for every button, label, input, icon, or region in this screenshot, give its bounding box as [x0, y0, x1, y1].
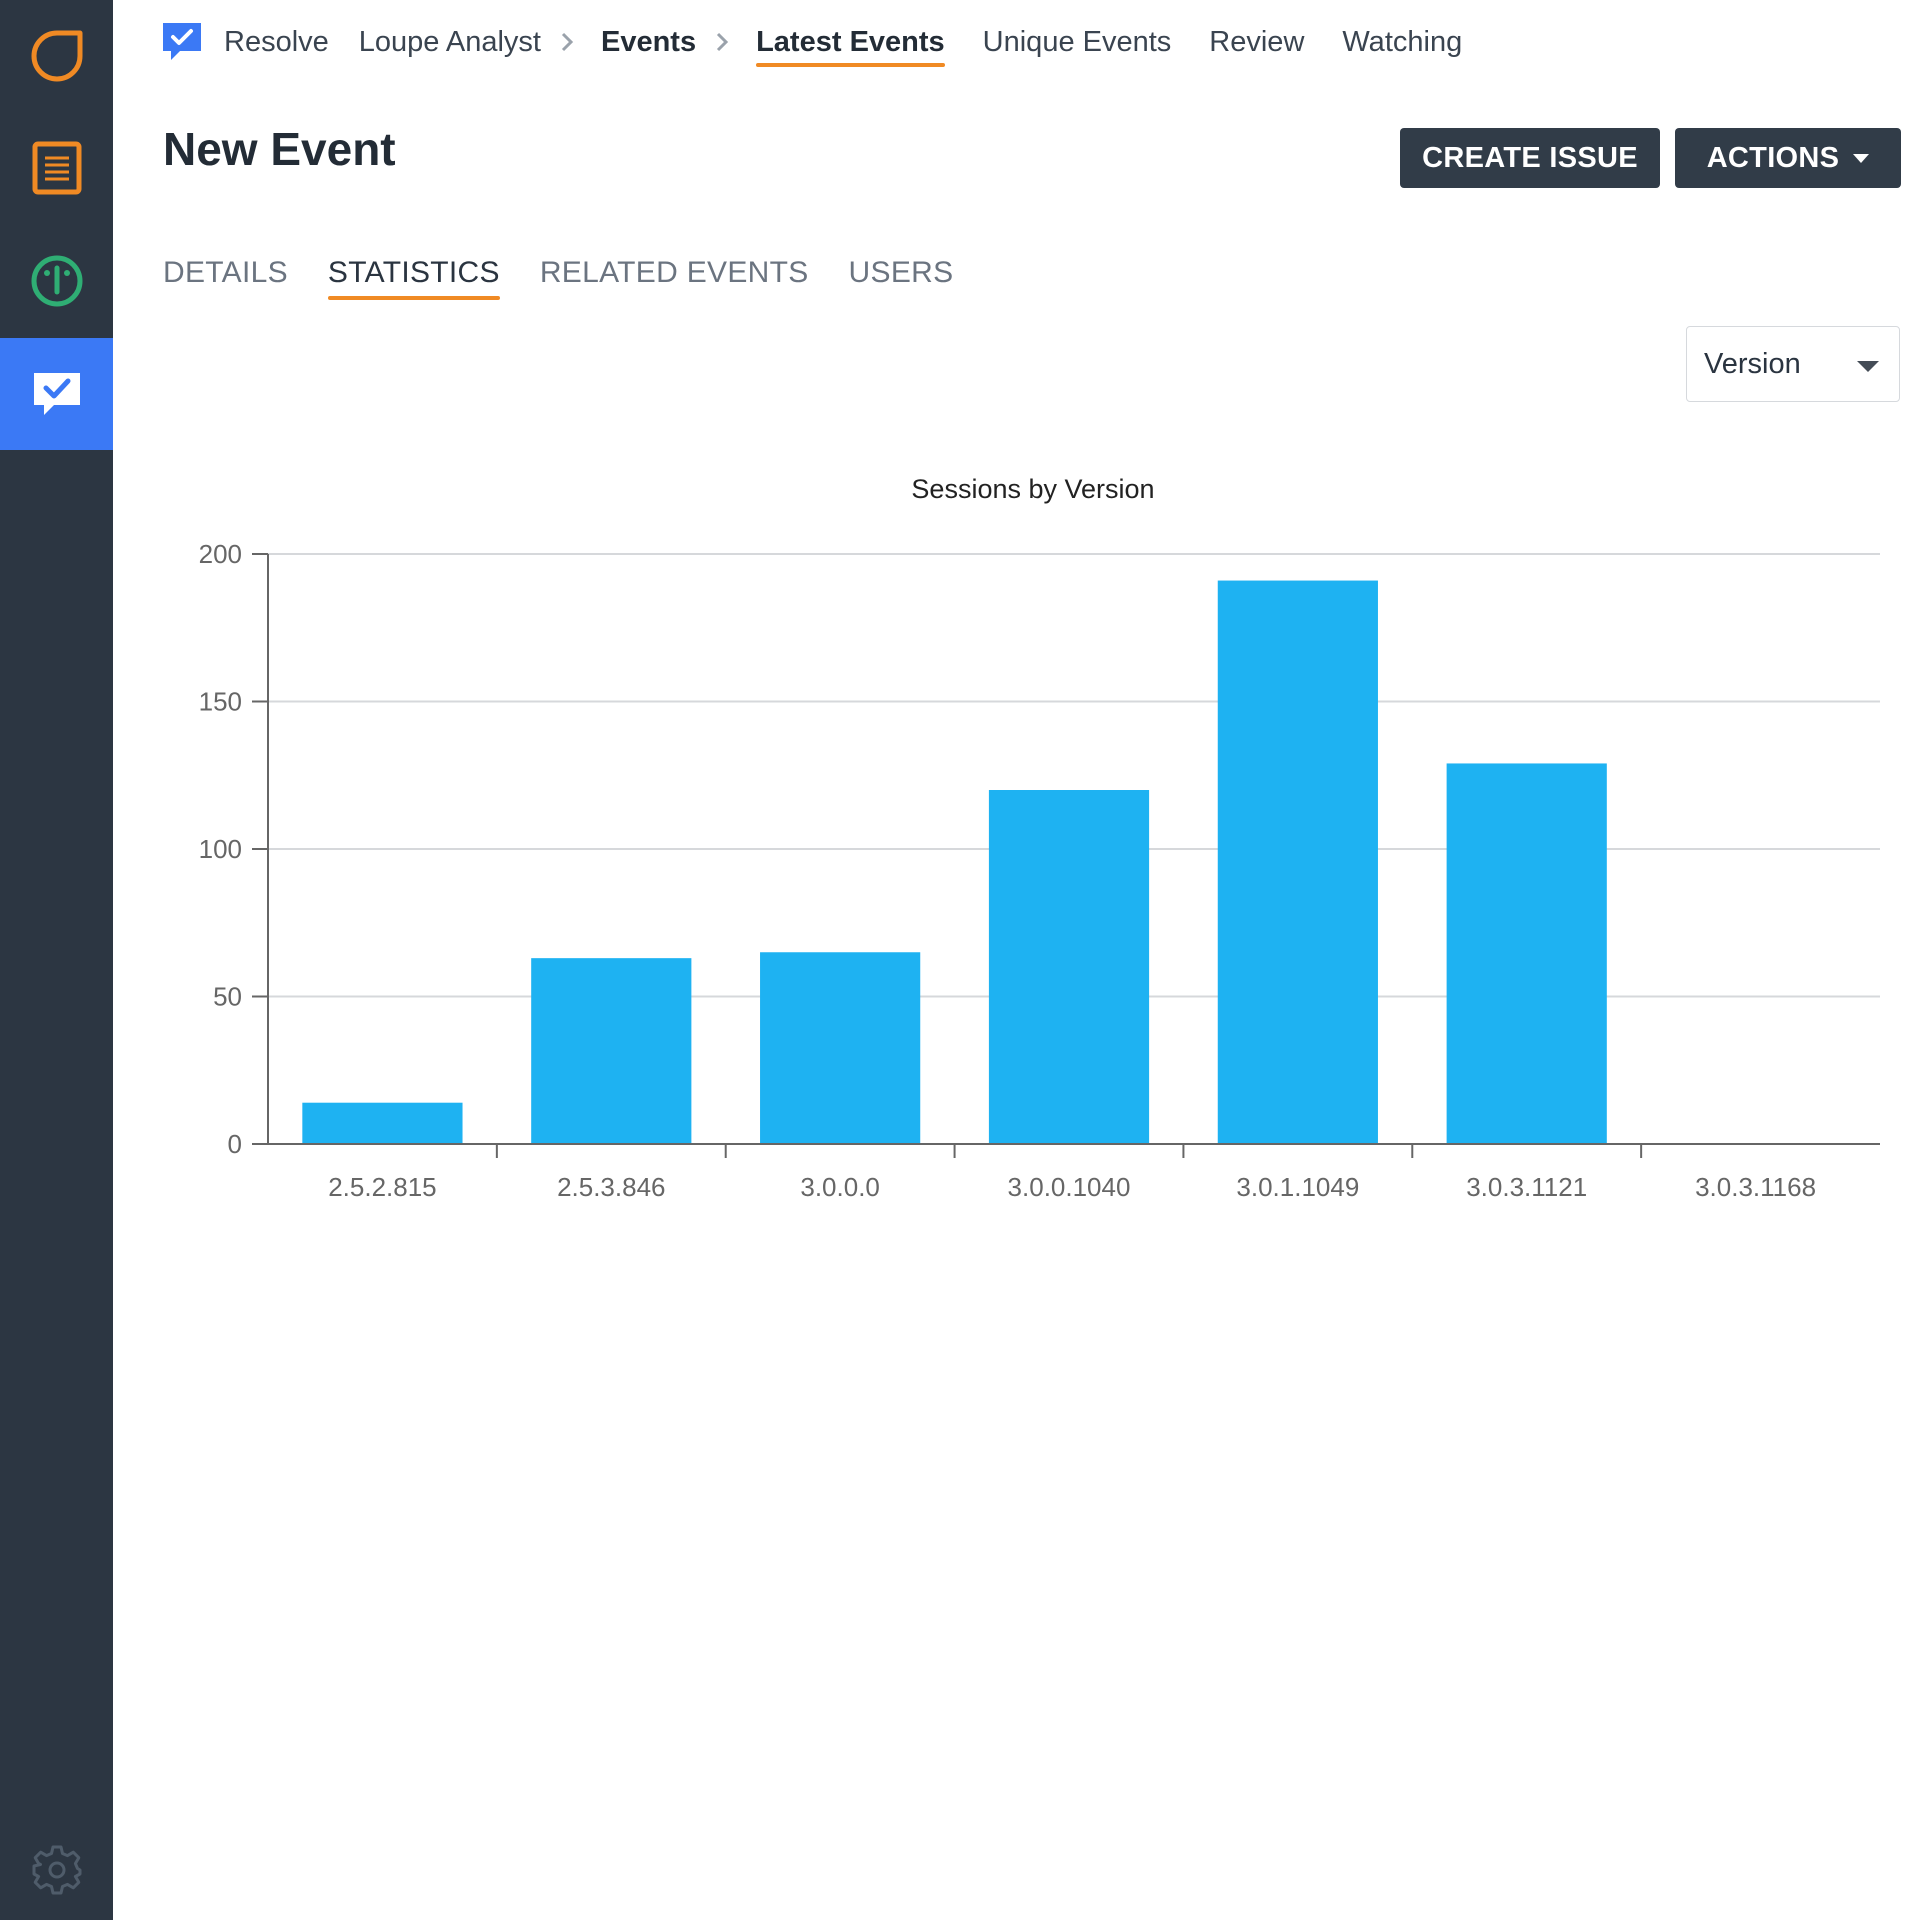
- app-rail: [0, 0, 113, 1920]
- rail-item-resolve[interactable]: [0, 338, 113, 450]
- group-by-select-value: Version: [1704, 347, 1801, 380]
- event-tabs: DETAILS STATISTICS RELATED EVENTS USERS: [163, 256, 993, 300]
- tab-users[interactable]: USERS: [848, 256, 954, 289]
- app-name-link[interactable]: Resolve: [224, 25, 329, 58]
- chart-bars: [302, 580, 1607, 1144]
- bar-2.5.2.815[interactable]: [302, 1102, 463, 1144]
- y-tick-label: 50: [213, 982, 242, 1012]
- bar-2.5.3.846[interactable]: [531, 958, 692, 1144]
- bar-3.0.0.0[interactable]: [760, 952, 921, 1144]
- tab-statistics[interactable]: STATISTICS: [327, 256, 500, 300]
- nav-link-latest-events[interactable]: Latest Events: [756, 20, 945, 67]
- nav-link-unique-events[interactable]: Unique Events: [982, 25, 1172, 58]
- x-tick-label: 2.5.3.846: [557, 1172, 665, 1202]
- chart-title: Sessions by Version: [911, 474, 1154, 504]
- rail-item-documents[interactable]: [0, 112, 113, 224]
- actions-button[interactable]: ACTIONS: [1675, 128, 1901, 188]
- tab-details[interactable]: DETAILS: [163, 256, 288, 289]
- rail-item-ring[interactable]: [0, 0, 113, 112]
- chevron-right-icon: [559, 30, 575, 54]
- y-tick-label: 100: [199, 834, 242, 864]
- project-link[interactable]: Loupe Analyst: [358, 25, 541, 58]
- chat-check-icon: [163, 23, 201, 60]
- nav-link-watching[interactable]: Watching: [1342, 25, 1463, 58]
- x-tick-label: 3.0.3.1121: [1466, 1172, 1587, 1202]
- page-title: New Event: [163, 123, 396, 175]
- chevron-right-icon: [714, 30, 730, 54]
- gauge-icon: [31, 255, 82, 307]
- y-tick-label: 200: [199, 539, 242, 569]
- tab-related-events[interactable]: RELATED EVENTS: [539, 256, 809, 289]
- x-tick-label: 3.0.0.0: [800, 1172, 880, 1202]
- nav-link-review[interactable]: Review: [1209, 25, 1305, 58]
- ring-icon: [31, 30, 82, 82]
- gear-icon: [32, 1845, 81, 1895]
- y-tick-label: 0: [228, 1129, 242, 1159]
- create-issue-button[interactable]: CREATE ISSUE: [1400, 128, 1660, 188]
- resolve-logo[interactable]: [160, 20, 204, 64]
- bar-3.0.0.1040[interactable]: [988, 790, 1150, 1144]
- chart-axes: [252, 553, 1880, 1158]
- sessions-bar-chart: Sessions by Version 0 50 100 150 200 2.5.2.8…: [199, 474, 1880, 1202]
- section-link-events[interactable]: Events: [600, 25, 697, 58]
- bar-3.0.1.1049[interactable]: [1217, 580, 1378, 1144]
- x-tick-label: 3.0.1.1049: [1236, 1172, 1359, 1202]
- create-issue-label: CREATE ISSUE: [1422, 141, 1638, 174]
- rail-item-gauge[interactable]: [0, 225, 113, 337]
- actions-label: ACTIONS: [1706, 141, 1840, 174]
- y-tick-label: 150: [199, 687, 242, 717]
- breadcrumb-nav: Resolve Loupe Analyst Events Latest Even…: [160, 0, 1492, 84]
- rail-settings[interactable]: [0, 1814, 113, 1920]
- caret-down-icon: [1853, 153, 1870, 163]
- chart-y-tick-labels: 0 50 100 150 200: [199, 539, 242, 1159]
- chart-x-tick-labels: 2.5.2.815 2.5.3.846 3.0.0.0 3.0.0.1040 3.0.1…: [328, 1172, 1816, 1202]
- document-icon: [32, 141, 81, 195]
- caret-down-icon: [1857, 361, 1879, 372]
- x-tick-label: 3.0.0.1040: [1008, 1172, 1131, 1202]
- x-tick-label: 2.5.2.815: [328, 1172, 436, 1202]
- bar-3.0.3.1121[interactable]: [1446, 763, 1607, 1144]
- chat-check-icon: [33, 373, 80, 415]
- group-by-select[interactable]: Version: [1686, 326, 1900, 402]
- x-tick-label: 3.0.3.1168: [1695, 1172, 1816, 1202]
